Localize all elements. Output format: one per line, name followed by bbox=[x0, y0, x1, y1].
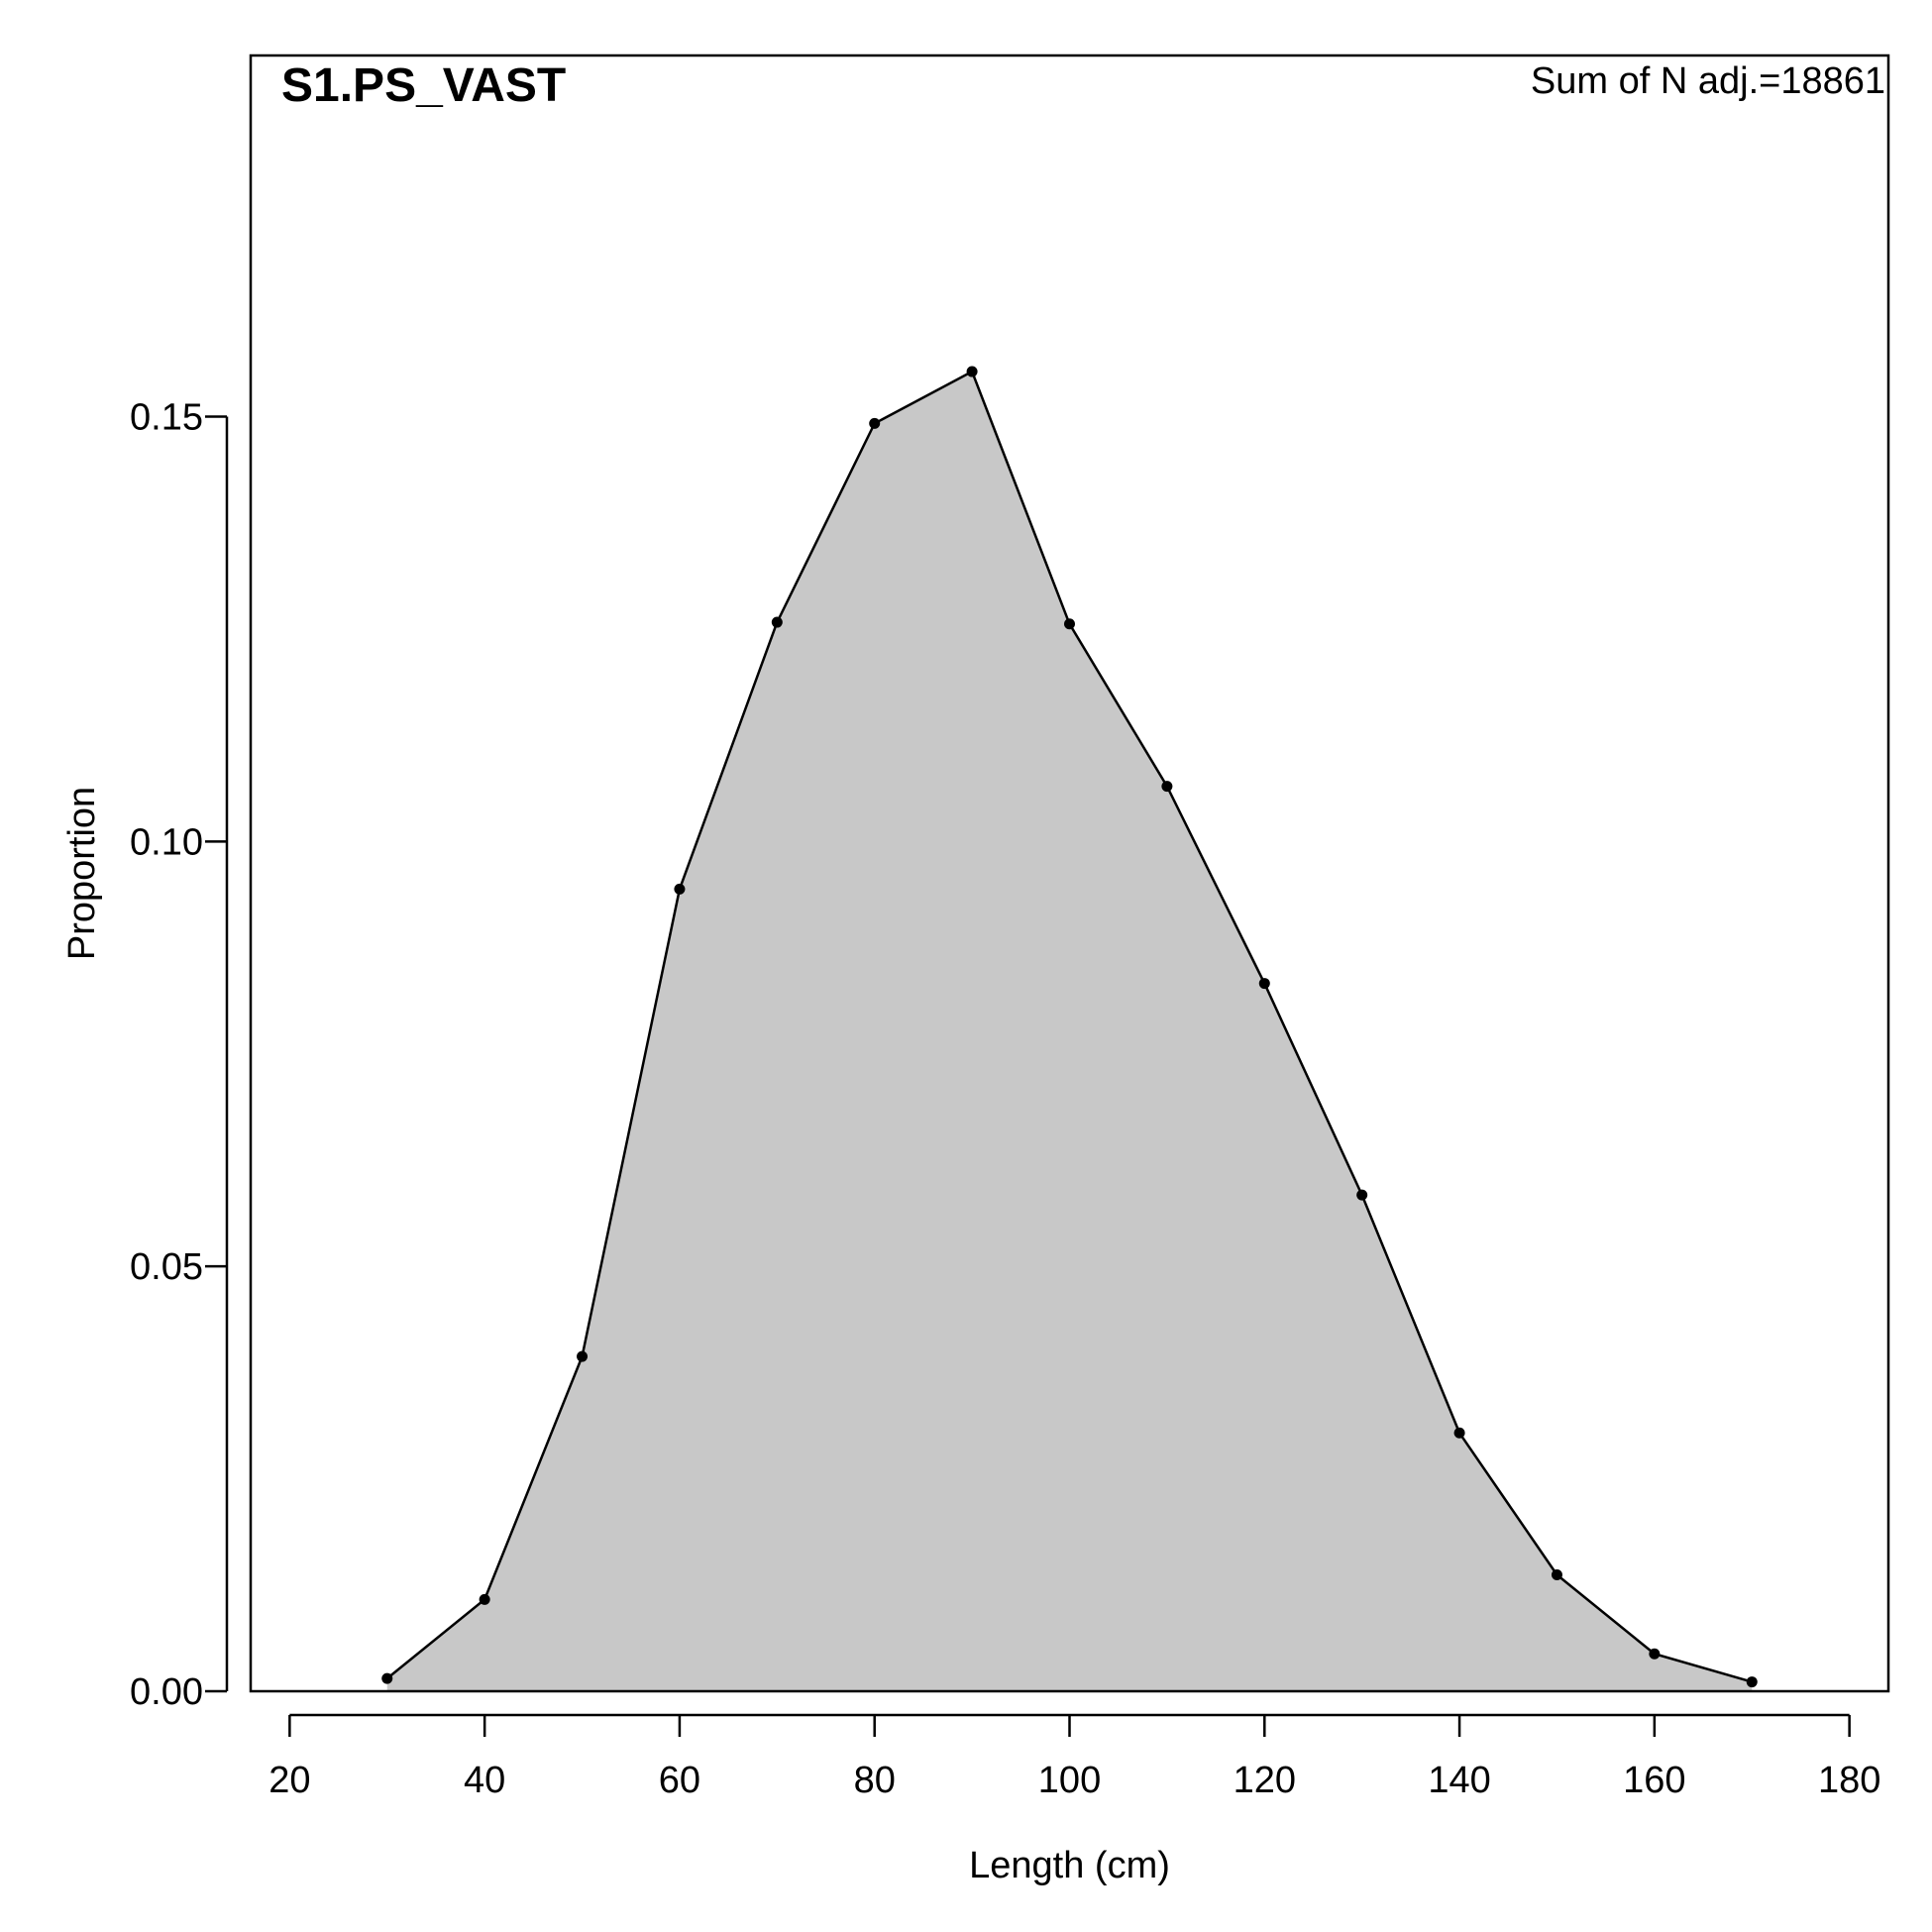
x-tick-label: 180 bbox=[1818, 1760, 1880, 1801]
data-point bbox=[479, 1593, 490, 1605]
data-point bbox=[869, 417, 881, 429]
x-tick-label: 140 bbox=[1428, 1760, 1490, 1801]
data-point bbox=[1453, 1427, 1465, 1439]
x-tick-label: 20 bbox=[268, 1760, 310, 1801]
y-tick-label: 0.10 bbox=[130, 821, 203, 863]
x-tick-label: 120 bbox=[1234, 1760, 1296, 1801]
y-axis-title: Proportion bbox=[61, 787, 103, 960]
data-point bbox=[577, 1350, 589, 1362]
data-point bbox=[1161, 781, 1173, 793]
sum-annotation: Sum of N adj.=18861 bbox=[1531, 60, 1885, 102]
data-point bbox=[674, 883, 686, 895]
data-point bbox=[1064, 618, 1075, 630]
y-tick-label: 0.00 bbox=[130, 1671, 203, 1713]
data-point bbox=[1258, 978, 1270, 990]
data-point bbox=[1746, 1676, 1758, 1688]
data-point bbox=[381, 1672, 393, 1684]
data-point bbox=[1649, 1648, 1661, 1660]
data-point bbox=[1551, 1569, 1562, 1581]
plot-frame bbox=[249, 54, 1890, 1693]
y-tick-label: 0.15 bbox=[130, 397, 203, 439]
x-tick-label: 100 bbox=[1038, 1760, 1101, 1801]
chart-title: S1.PS_VAST bbox=[281, 59, 566, 112]
x-axis-title: Length (cm) bbox=[969, 1845, 1170, 1886]
x-tick-label: 40 bbox=[464, 1760, 505, 1801]
area-fill bbox=[386, 372, 1753, 1691]
data-point bbox=[1356, 1189, 1368, 1201]
x-tick-label: 60 bbox=[659, 1760, 700, 1801]
data-point bbox=[966, 366, 978, 377]
x-axis: 20 40 60 80 100 120 140 160 180 bbox=[268, 1713, 1880, 1801]
data-points-layer bbox=[381, 366, 1758, 1688]
area-fill-layer bbox=[386, 372, 1753, 1691]
x-tick-label: 160 bbox=[1623, 1760, 1685, 1801]
y-tick-label: 0.05 bbox=[130, 1246, 203, 1288]
y-axis: 0.00 0.05 0.10 0.15 bbox=[130, 397, 229, 1713]
x-tick-label: 80 bbox=[854, 1760, 896, 1801]
data-point bbox=[771, 616, 783, 628]
